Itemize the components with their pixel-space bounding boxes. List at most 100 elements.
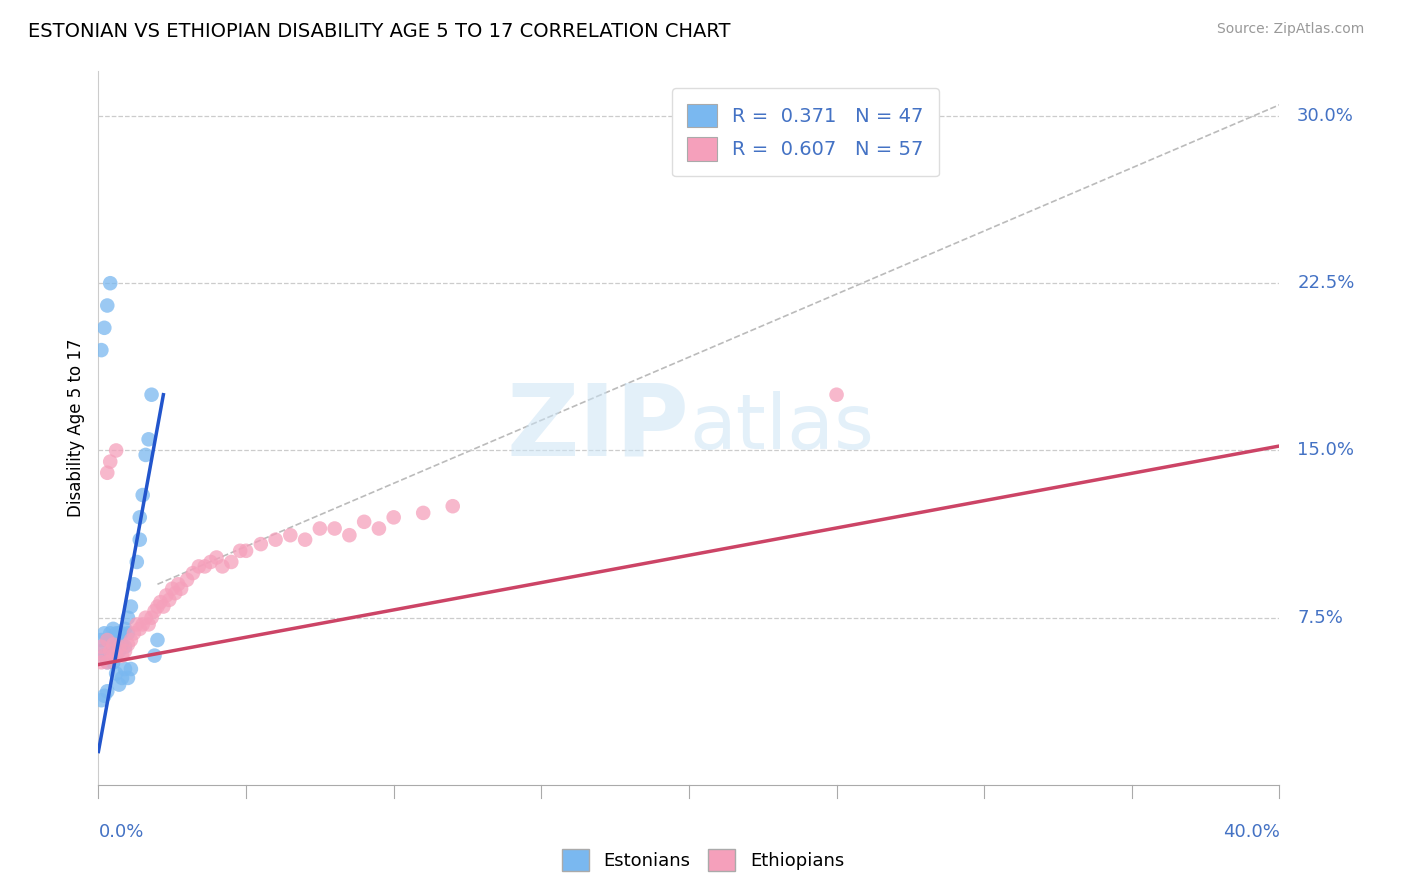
Point	[128, 533, 150, 547]
Point	[149, 595, 172, 609]
Point	[170, 582, 193, 596]
Point	[441, 500, 464, 514]
Point	[162, 582, 183, 596]
Point	[103, 648, 125, 663]
Point	[93, 626, 115, 640]
Point	[96, 466, 118, 480]
Point	[96, 633, 118, 648]
Point	[181, 566, 204, 581]
Point	[111, 648, 134, 663]
Point	[135, 448, 157, 462]
Point	[323, 521, 346, 535]
Point	[96, 655, 118, 669]
Point	[146, 599, 169, 614]
Point	[114, 662, 136, 676]
Point	[125, 555, 148, 569]
Point	[105, 666, 128, 681]
Point	[128, 510, 150, 524]
Point	[111, 637, 134, 651]
Text: 7.5%: 7.5%	[1298, 608, 1343, 627]
Point	[205, 550, 228, 565]
Point	[235, 544, 257, 558]
Text: atlas: atlas	[689, 392, 873, 465]
Point	[93, 321, 115, 335]
Point	[117, 671, 139, 685]
Text: Source: ZipAtlas.com: Source: ZipAtlas.com	[1216, 22, 1364, 37]
Point	[194, 559, 217, 574]
Point	[187, 559, 209, 574]
Point	[120, 633, 142, 648]
Point	[98, 644, 121, 658]
Point	[229, 544, 252, 558]
Point	[167, 577, 190, 591]
Point	[155, 589, 177, 603]
Point	[108, 644, 131, 658]
Text: 0.0%: 0.0%	[98, 822, 143, 841]
Point	[120, 599, 142, 614]
Text: ESTONIAN VS ETHIOPIAN DISABILITY AGE 5 TO 17 CORRELATION CHART: ESTONIAN VS ETHIOPIAN DISABILITY AGE 5 T…	[28, 22, 731, 41]
Point	[141, 611, 163, 625]
Point	[90, 343, 112, 358]
Point	[122, 626, 145, 640]
Point	[103, 644, 125, 658]
Point	[103, 622, 125, 636]
Point	[96, 655, 118, 669]
Point	[157, 592, 180, 607]
Point	[117, 637, 139, 651]
Text: 30.0%: 30.0%	[1298, 107, 1354, 125]
Point	[141, 387, 163, 401]
Point	[125, 617, 148, 632]
Point	[103, 655, 125, 669]
Point	[219, 555, 242, 569]
Point	[111, 626, 134, 640]
Point	[96, 684, 118, 698]
Point	[309, 521, 332, 535]
Point	[135, 611, 157, 625]
Point	[117, 611, 139, 625]
Point	[105, 648, 128, 663]
Point	[825, 387, 848, 401]
Point	[98, 626, 121, 640]
Point	[114, 644, 136, 658]
Point	[294, 533, 316, 547]
Point	[368, 521, 391, 535]
Legend: Estonians, Ethiopians: Estonians, Ethiopians	[554, 842, 852, 879]
Point	[98, 648, 121, 663]
Point	[93, 648, 115, 663]
Point	[96, 633, 118, 648]
Point	[412, 506, 434, 520]
Y-axis label: Disability Age 5 to 17: Disability Age 5 to 17	[66, 339, 84, 517]
Point	[200, 555, 222, 569]
Point	[105, 648, 128, 663]
Point	[152, 599, 174, 614]
Point	[143, 648, 166, 663]
Point	[103, 655, 125, 669]
Point	[93, 689, 115, 703]
Point	[176, 573, 198, 587]
Text: ZIP: ZIP	[506, 380, 689, 476]
Point	[165, 586, 187, 600]
Point	[90, 693, 112, 707]
Point	[114, 640, 136, 654]
Point	[108, 678, 131, 692]
Point	[132, 617, 155, 632]
Point	[98, 277, 121, 291]
Point	[278, 528, 302, 542]
Point	[117, 626, 139, 640]
Point	[146, 633, 169, 648]
Point	[90, 644, 112, 658]
Point	[108, 640, 131, 654]
Text: 40.0%: 40.0%	[1223, 822, 1279, 841]
Point	[143, 604, 166, 618]
Point	[138, 617, 160, 632]
Point	[122, 577, 145, 591]
Point	[120, 662, 142, 676]
Point	[382, 510, 405, 524]
Text: 22.5%: 22.5%	[1298, 274, 1354, 293]
Point	[105, 637, 128, 651]
Point	[353, 515, 375, 529]
Point	[111, 671, 134, 685]
Point	[250, 537, 273, 551]
Point	[264, 533, 287, 547]
Point	[98, 455, 121, 469]
